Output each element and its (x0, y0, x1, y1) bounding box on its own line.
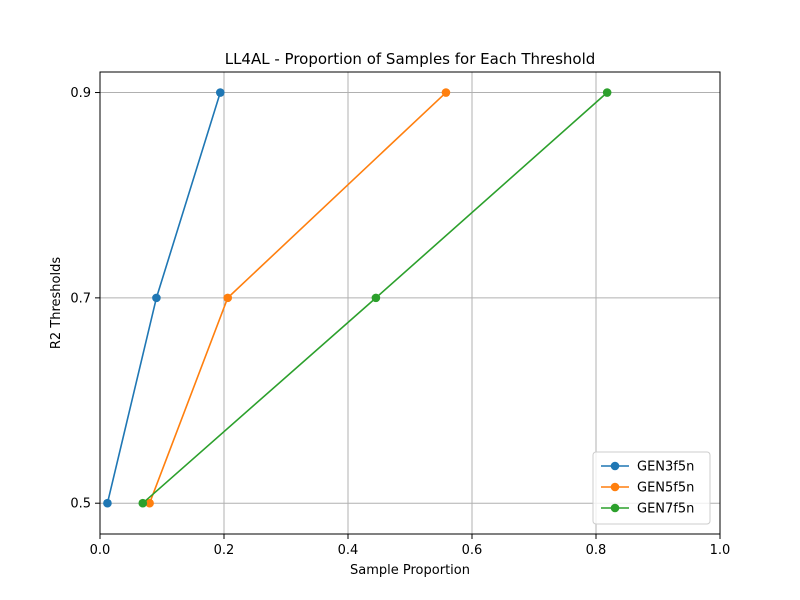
x-tick-label: 0.8 (586, 543, 607, 558)
x-tick-label: 0.0 (90, 543, 111, 558)
data-point (223, 293, 233, 303)
x-tick-label: 0.6 (462, 543, 483, 558)
y-tick-label: 0.7 (70, 291, 91, 306)
data-point (371, 293, 381, 303)
data-point (152, 293, 161, 303)
legend-marker (610, 482, 620, 492)
series-GEN3f5n (103, 88, 225, 508)
y-tick-label: 0.9 (70, 86, 91, 101)
data-point (145, 498, 154, 508)
x-tick-label: 1.0 (710, 543, 731, 558)
legend-label: GEN5f5n (637, 481, 694, 496)
plot-frame (99, 71, 721, 535)
legend-label: GEN7f5n (637, 502, 694, 517)
legend-label: GEN3f5n (637, 460, 694, 475)
legend-item-GEN7f5n: GEN7f5n (601, 502, 694, 517)
data-point (138, 498, 148, 508)
x-tick-label: 0.4 (338, 543, 359, 558)
series-GEN7f5n (138, 88, 612, 508)
data-point (215, 88, 225, 97)
series-layer (103, 88, 612, 508)
chart-title: LL4AL - Proportion of Samples for Each T… (225, 50, 596, 68)
legend-item-GEN5f5n: GEN5f5n (601, 481, 694, 496)
x-tick-label: 0.2 (214, 543, 235, 558)
y-axis-title: R2 Thresholds (49, 257, 64, 350)
data-point (103, 498, 112, 508)
data-point (441, 88, 451, 97)
legend: GEN3f5n GEN5f5n GEN7f5n (592, 451, 711, 525)
legend-item-GEN3f5n: GEN3f5n (601, 460, 694, 475)
x-axis-title: Sample Proportion (350, 563, 470, 578)
axis-ticks: 0.0 0.2 0.4 0.6 0.8 1.0 0.5 0.7 0.9 (70, 86, 730, 558)
series-GEN5f5n (145, 88, 451, 508)
legend-marker (610, 461, 620, 471)
y-tick-label: 0.5 (70, 497, 91, 512)
legend-marker (610, 503, 620, 513)
legend-box (592, 451, 711, 525)
data-point (602, 88, 612, 97)
